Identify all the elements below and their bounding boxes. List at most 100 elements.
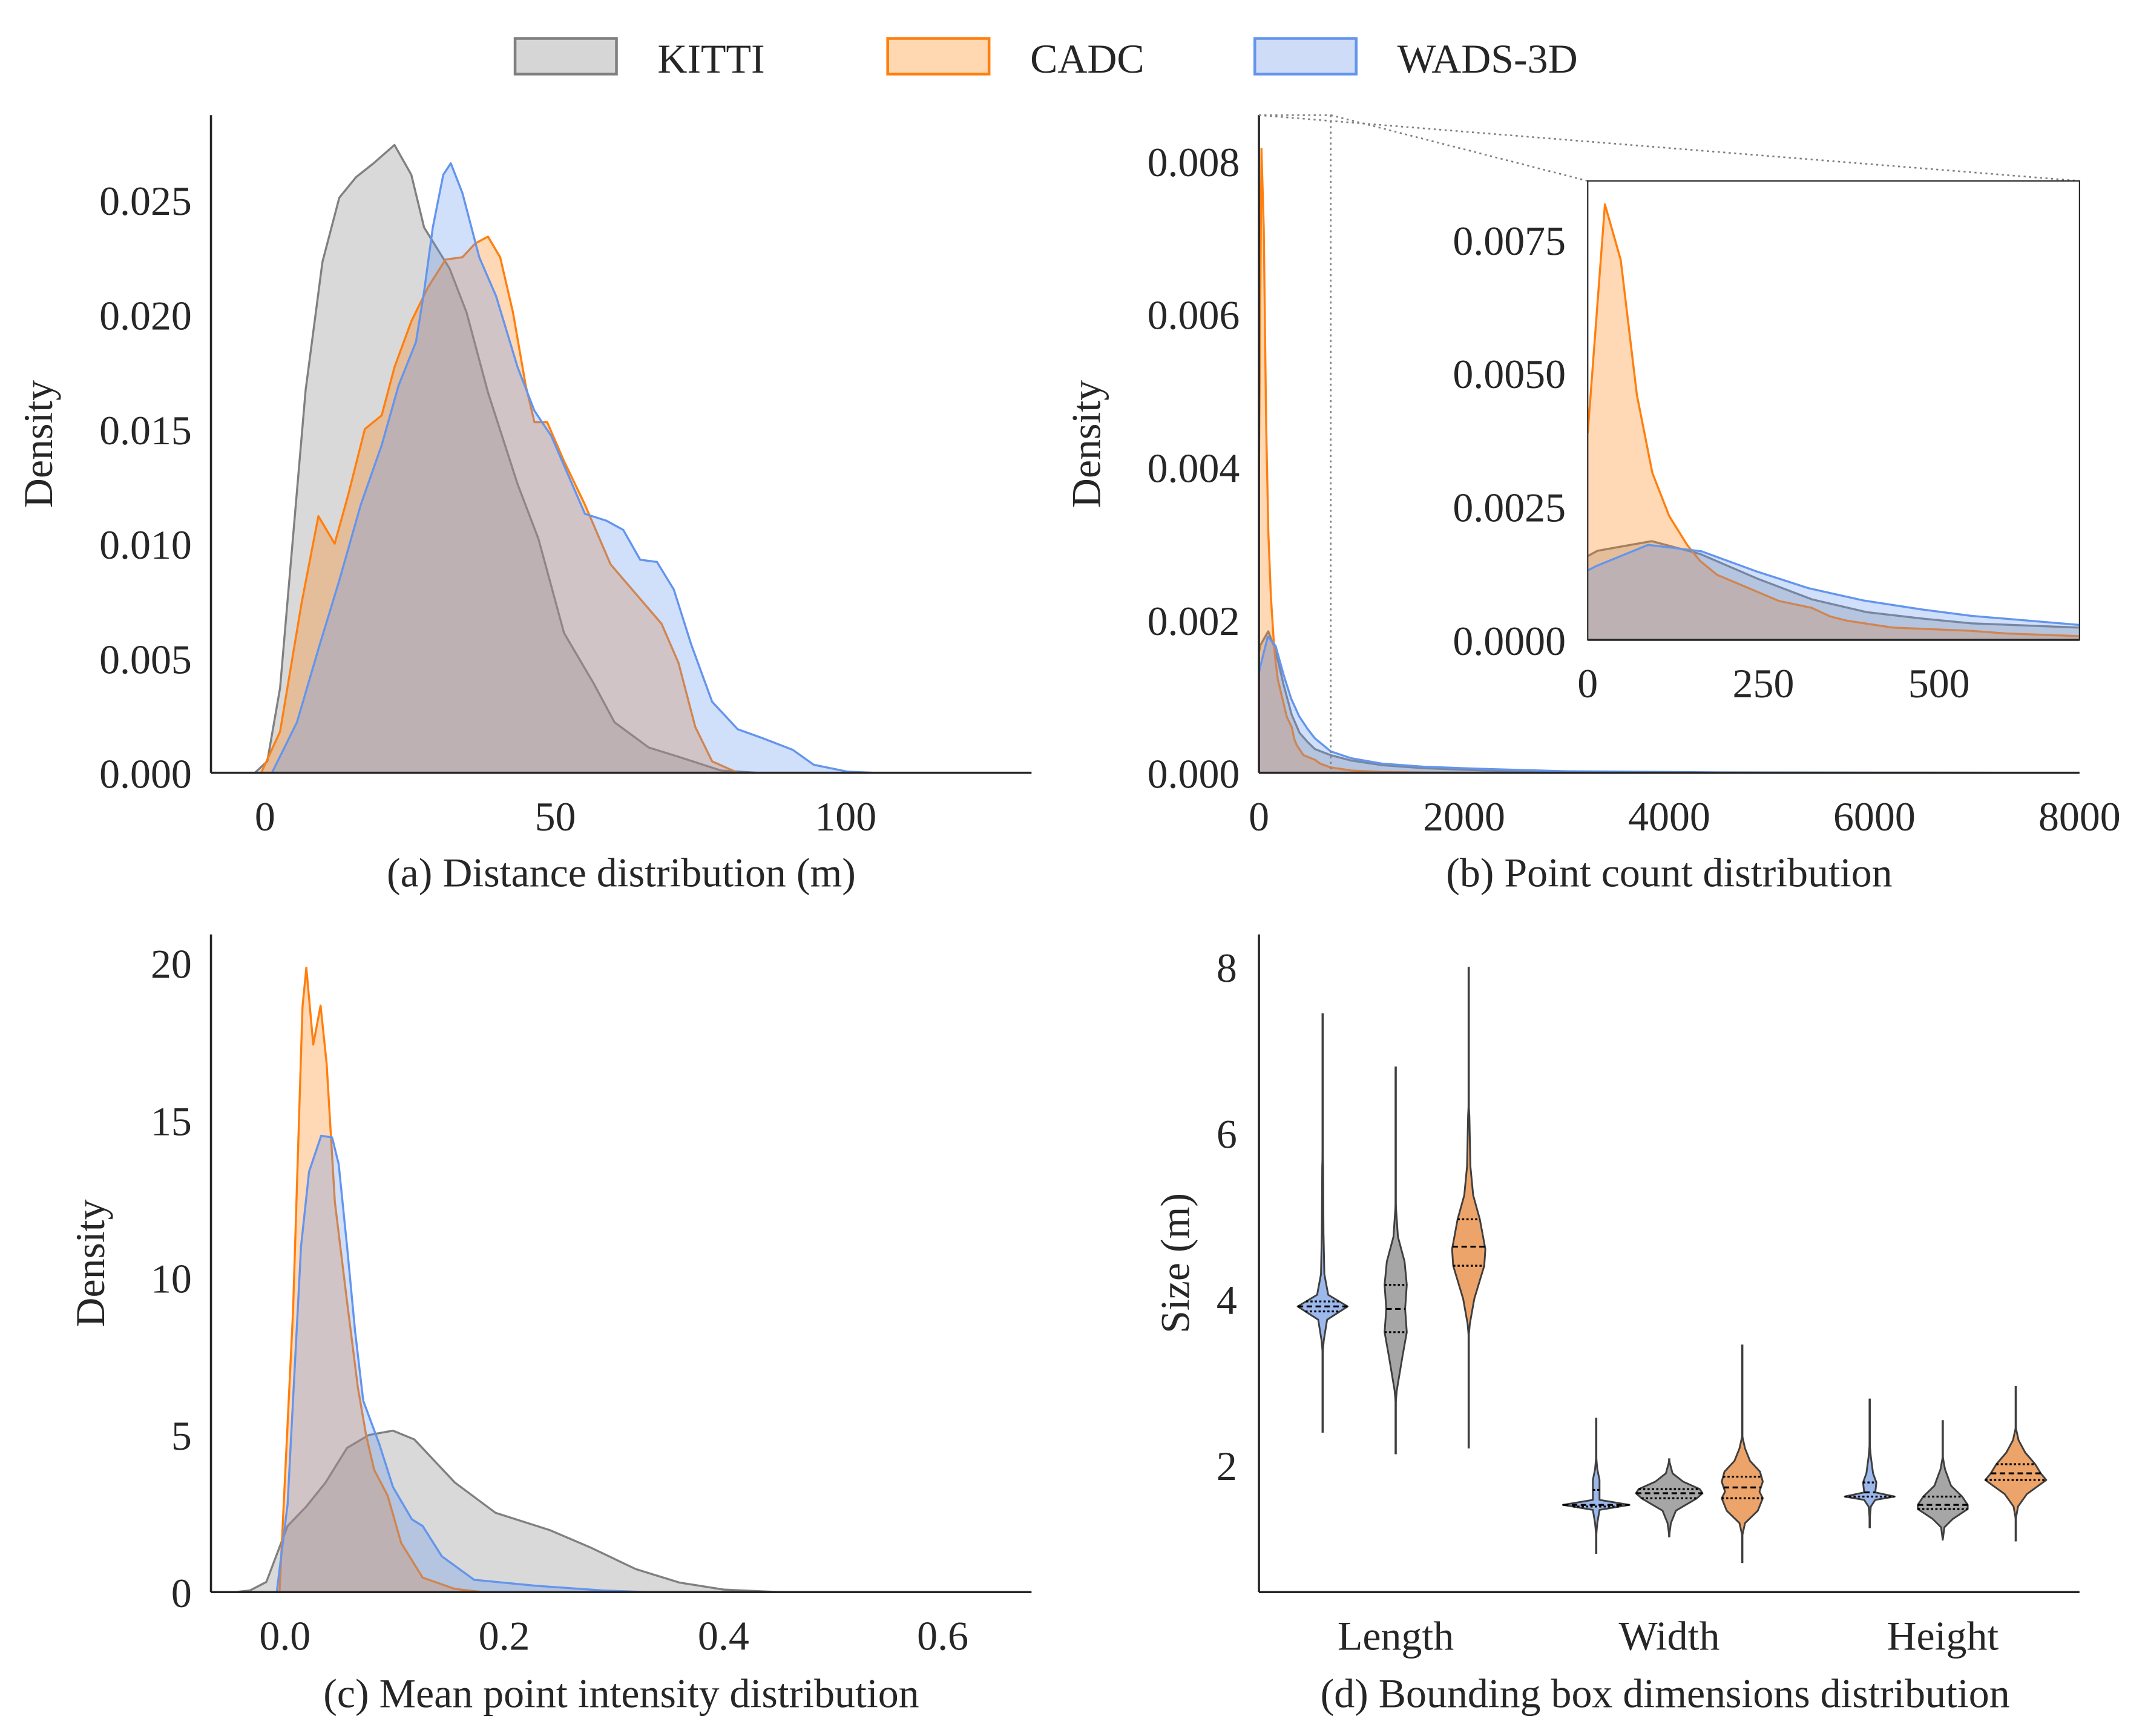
- zoom-connector-right: [1258, 114, 2080, 182]
- x-tick-label: 6000: [1833, 794, 1916, 840]
- inset-line-wads: [1588, 544, 2080, 626]
- x-tick-label: 0.0: [259, 1613, 310, 1659]
- y-tick-label: 0.008: [1148, 139, 1240, 185]
- inset-x-tick-label: 0: [1577, 660, 1598, 706]
- y-tick-label: 0.006: [1148, 292, 1240, 338]
- y-tick-label: 15: [151, 1098, 192, 1144]
- kde-fill-wads: [1259, 636, 2080, 773]
- violin-body: [1844, 1443, 1896, 1520]
- inset-y-tick-label: 0.0075: [1453, 218, 1566, 264]
- y-tick-label: 6: [1217, 1111, 1237, 1157]
- violin-body: [1721, 1435, 1764, 1537]
- kde-fill-wads: [272, 163, 873, 773]
- y-axis-label: Density: [1063, 380, 1109, 508]
- inset-x-tick-label: 250: [1733, 660, 1795, 706]
- y-tick-label: 0: [171, 1570, 192, 1616]
- inset-line-cadc: [1588, 203, 2080, 637]
- kde-line-wads: [1259, 636, 2080, 773]
- kde-line-wads: [271, 162, 873, 773]
- y-tick-label: 0.000: [1148, 751, 1240, 797]
- legend-label-kitti: KITTI: [657, 36, 764, 82]
- legend-swatch-kitti: [513, 37, 618, 76]
- y-tick-label: 0.015: [99, 407, 192, 453]
- x-tick-label: 100: [815, 794, 876, 840]
- x-tick-label: 2000: [1423, 794, 1505, 840]
- y-tick-label: 0.020: [99, 292, 192, 338]
- x-category-label: Width: [1618, 1613, 1719, 1659]
- legend-swatch-wads: [1253, 37, 1358, 76]
- kde-line-cadc: [260, 235, 738, 773]
- violin-body: [1451, 1103, 1486, 1338]
- inset-y-tick-label: 0.0050: [1453, 351, 1566, 397]
- legend-item-wads: WADS-3D: [1253, 36, 1578, 82]
- kde-fill-kitti: [235, 1430, 778, 1593]
- violin-height-cadc: [1984, 1386, 2048, 1542]
- x-tick-label: 8000: [2038, 794, 2121, 840]
- y-axis-label: Density: [67, 1199, 113, 1327]
- legend: KITTI CADC WADS-3D: [513, 36, 1578, 82]
- x-tick-label: 0.6: [917, 1613, 968, 1659]
- y-tick-label: 0.005: [99, 636, 192, 682]
- panel-caption: (c) Mean point intensity distribution: [323, 1670, 919, 1716]
- inset-fill-wads: [1588, 545, 2080, 640]
- violin-height-kitti: [1917, 1420, 1969, 1541]
- x-tick-label: 50: [535, 794, 576, 840]
- y-tick-label: 5: [171, 1413, 192, 1459]
- x-tick-label: 0.4: [698, 1613, 749, 1659]
- x-tick-label: 0: [1249, 794, 1269, 840]
- y-tick-label: 10: [151, 1255, 192, 1301]
- violin-length-wads: [1296, 1013, 1349, 1433]
- y-axis-label: Size (m): [1152, 1193, 1198, 1333]
- plot-area-c: [235, 967, 779, 1593]
- y-tick-label: 0.004: [1148, 445, 1240, 491]
- y-tick-label: 20: [151, 941, 192, 987]
- inset-line-kitti: [1588, 540, 2080, 629]
- violin-width-kitti: [1635, 1458, 1704, 1537]
- kde-fill-wads: [277, 1136, 647, 1593]
- violin-width-wads: [1562, 1418, 1631, 1554]
- inset-x-tick-label: 500: [1908, 660, 1970, 706]
- legend-item-kitti: KITTI: [513, 36, 765, 82]
- panel-caption: (b) Point count distribution: [1446, 850, 1892, 896]
- kde-fill-cadc: [261, 236, 738, 773]
- panel-caption: (a) Distance distribution (m): [387, 850, 856, 896]
- legend-swatch-cadc: [886, 37, 991, 76]
- y-axis-label: Density: [15, 380, 61, 508]
- y-tick-label: 0.000: [99, 751, 192, 797]
- violin-body: [1984, 1427, 2048, 1520]
- panel-caption: (d) Bounding box dimensions distribution: [1321, 1670, 2010, 1716]
- violin-body: [1296, 1152, 1349, 1354]
- inset-y-tick-label: 0.0025: [1453, 485, 1566, 531]
- inset-y-tick-label: 0.0000: [1453, 618, 1566, 664]
- legend-label-cadc: CADC: [1030, 36, 1145, 82]
- y-tick-label: 0.010: [99, 522, 192, 568]
- violin-height-wads: [1844, 1398, 1896, 1528]
- panel-c-intensity: 0.0 0.2 0.4 0.6 0 5 10 15 20 Density (c) Mean poin…: [67, 934, 1032, 1716]
- y-tick-label: 2: [1217, 1443, 1237, 1489]
- violin-body: [1917, 1456, 1969, 1541]
- x-category-label: Length: [1338, 1613, 1454, 1659]
- panel-d-bbox-dimensions: 2 4 6 8 Length Width Height Size (m) (d) Boundin…: [1152, 934, 2080, 1716]
- violin-width-cadc: [1721, 1344, 1764, 1563]
- x-category-label: Height: [1887, 1613, 1999, 1659]
- y-tick-label: 0.002: [1148, 598, 1240, 644]
- x-tick-label: 0.2: [479, 1613, 530, 1659]
- kde-line-wads: [275, 1134, 647, 1593]
- kde-fill-kitti: [248, 145, 757, 773]
- kde-line-kitti: [248, 143, 757, 773]
- zoom-connector-left: [1330, 114, 1588, 182]
- inset-fill-cadc: [1588, 204, 2080, 640]
- x-tick-label: 4000: [1628, 794, 1710, 840]
- x-tick-label: 0: [255, 794, 275, 840]
- inset-frame: [1587, 180, 2080, 641]
- panel-a-distance: 0 50 100 0.000 0.005 0.010 0.015 0.020 0.025 Dens…: [15, 115, 1032, 896]
- inset-plot: 0 250 500 0.0000 0.0025 0.0050 0.0075: [1453, 180, 2080, 706]
- violin-length-kitti: [1384, 1066, 1408, 1455]
- y-tick-label: 8: [1217, 945, 1237, 991]
- y-tick-label: 0.025: [99, 178, 192, 224]
- legend-item-cadc: CADC: [886, 36, 1145, 82]
- violin-body: [1562, 1456, 1631, 1537]
- panel-b-point-count: 0 2000 4000 6000 8000 0.000 0.002 0.004 0.006 0.0…: [1063, 114, 2121, 896]
- inset-fill-kitti: [1588, 541, 2080, 640]
